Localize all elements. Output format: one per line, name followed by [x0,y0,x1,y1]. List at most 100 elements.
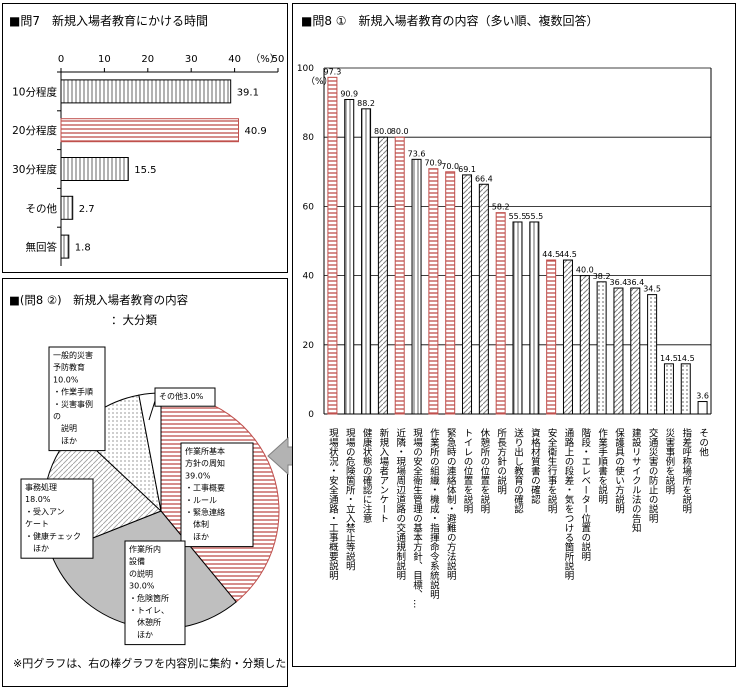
pie-label-text: 方針の周知 [185,458,225,468]
q8-value-label: 3.6 [696,392,709,401]
q8-unit: （%） [306,76,333,87]
pie-label-text: ・緊急連絡 [185,507,225,517]
q8-value-label: 55.5 [525,212,543,221]
q8-category-label: 緊急時の連絡体制・避難の方法説明 [445,428,457,581]
pie-label-text: 30.0% [129,582,155,591]
q8-bar [529,221,540,415]
q8-bar [377,136,388,415]
q8-bar [596,281,607,415]
q8-2-title-line1: ■(問8 ②) 新規入場者教育の内容 [9,293,189,307]
pie-label-text: 事務処理 [25,482,57,492]
q7-category-label: 30分程度 [12,163,57,176]
q8-category-label: 災害事例を説明 [663,428,675,495]
q8-1-bar-chart: 0 20 40 60 80 100 （%）97.3 現場状況・安全通路・工事概要説明 90.9 現… [297,64,712,609]
q7-bar [60,234,70,259]
q8-value-label: 97.3 [324,67,342,76]
pie-label-text: ・危険箇所 [129,593,169,603]
q8-value-label: 80.0 [391,127,409,136]
q7-value-label: 2.7 [79,204,95,215]
pie-label-text: ・健康チェック [25,531,81,541]
q8-bar [361,108,372,415]
q7-bar-chart: 0 10 20 30 40 50（%） 10分程度 39.1 20分程度 40.9 30分程度 15.… [12,53,285,266]
q8-2-title-line2: ：大分類 [111,313,157,327]
q8-category-label: 近隣・現場周辺道路の交通規制説明 [394,427,406,581]
q8-category-label: 交通災害の防止の説明 [647,427,659,524]
q8-bar [647,294,658,415]
q8-value-label: 38.2 [593,272,611,281]
q8-category-label: 保護具の使い方説明 [613,427,625,514]
q8-category-label: 休憩所の位置を説明 [478,427,490,514]
q8-value-label: 34.5 [643,285,661,294]
q8-value-label: 14.5 [660,354,678,363]
q7-x-tick-label: 20 [141,54,154,65]
q8-y-tick-label: 0 [308,410,314,420]
q8-value-label: 88.2 [357,99,375,108]
pie-label-text: ・受入アン [25,506,65,516]
q7-bar [60,79,232,104]
pie-label-text: 休憩所 [129,617,161,627]
pie-label-text: その他3.0% [159,391,204,401]
pie-label-text: ほか [129,630,153,639]
q8-bar [613,287,624,415]
q8-category-label: 資格材質書の確認 [529,427,541,505]
q8-category-label: 作業手順書を説明 [596,427,608,505]
q7-unit: （%） [250,53,280,65]
q8-category-label: その他 [697,428,709,457]
q8-category-label: 現場の安全衛生管理の基本方針、目標、… [411,428,423,609]
q8-bar [663,363,674,415]
q7-x-tick-label: 40 [228,54,241,65]
pie-label-text: 作業所内 [129,544,161,554]
pie-label-box [20,478,94,559]
q8-value-label: 44.5 [542,250,560,259]
q7-bar [60,157,129,181]
q8-category-label: 現場の危険箇所・立入禁止等説明 [344,428,356,571]
pie-label-text: 設備 [129,556,145,566]
q8-y-tick-label: 20 [303,341,315,351]
q8-value-label: 55.5 [509,212,527,221]
q8-value-label: 70.9 [424,159,442,168]
pie-label-text: ・災害事例 [53,399,93,409]
q8-2-panel: ■(問8 ②) 新規入場者教育の内容 ：大分類 作業所基本 方針の周知 39.0% ・… [2,278,288,687]
q8-value-label: 36.4 [610,278,628,287]
q8-y-tick-label: 40 [303,272,315,282]
q8-category-label: 階段・エレベーター位置の説明 [579,428,591,562]
q7-category-label: 無回答 [26,241,58,254]
q8-value-label: 73.6 [408,149,426,158]
q7-value-label: 39.1 [237,87,259,98]
q8-1-title: ■問8 ① 新規入場者教育の内容（多い順、複数回答） [301,14,599,28]
q8-value-label: 70.0 [441,162,459,171]
q7-title: ■問7 新規入場者教育にかける時間 [9,14,208,28]
pie-label-text: 18.0% [25,495,51,504]
q7-value-label: 1.8 [75,243,91,254]
q8-bar [327,76,338,415]
q8-bar [680,363,691,415]
q8-value-label: 36.4 [626,278,644,287]
pie-label-text: ほか [25,544,49,553]
q7-x-tick-label: 50 [272,54,285,65]
q8-y-tick-label: 60 [303,202,315,212]
q8-bar [495,212,506,415]
q7-category-label: 20分程度 [12,124,57,137]
q7-value-label: 15.5 [134,165,156,176]
q8-category-label: 安全衛生行事を説明 [546,427,558,514]
pie-label-text: ケート [25,520,49,529]
q8-value-label: 40.0 [576,266,594,275]
pie-label-text: ほか [53,436,77,445]
q8-value-label: 14.5 [677,354,695,363]
pie-label-text: 一般的災害 [53,350,93,360]
q7-category-label: その他 [26,202,58,215]
q8-bar [579,275,590,415]
q7-category-label: 10分程度 [12,85,57,98]
pie-label-box [154,387,216,407]
pie-label-text: 39.0% [185,471,211,480]
q8-bar [562,259,573,415]
q8-category-label: 指差呼称場所を説明 [680,427,692,514]
q8-1-panel: ■問8 ① 新規入場者教育の内容（多い順、複数回答） 0 20 40 60 80 100 （… [292,3,736,667]
pie-label-box [48,346,106,452]
pie-label-text: 説明 [53,423,77,433]
q8-value-label: 66.4 [475,174,493,183]
pie-label-text: 10.0% [53,375,79,384]
pie-label-text: の [53,412,61,421]
q8-value-label: 90.9 [340,89,358,98]
q8-bar [428,168,439,415]
